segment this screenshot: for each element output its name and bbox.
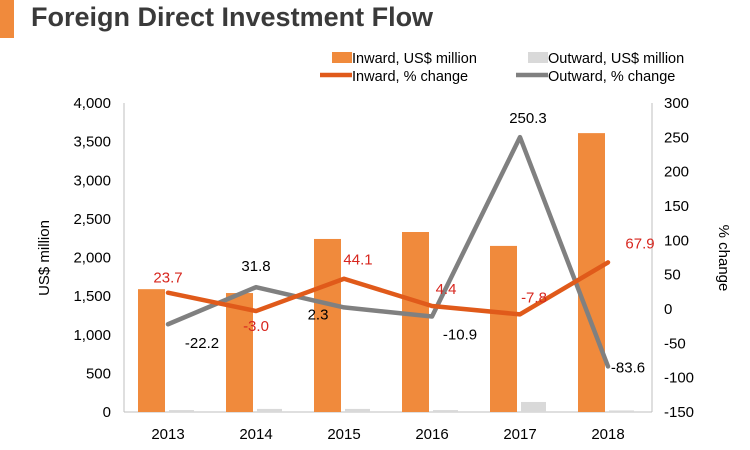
label-inward-change: 44.1	[343, 252, 372, 269]
bar-outward	[169, 410, 194, 412]
bar-inward	[314, 238, 341, 412]
y2-axis-label: % change	[715, 225, 732, 292]
y-tick-label: 2,500	[73, 211, 111, 228]
label-outward-change: 2.3	[308, 306, 329, 323]
label-outward-change: -22.2	[185, 335, 219, 352]
label-inward-change: 67.9	[625, 235, 654, 252]
y-axis-label: US$ million	[36, 220, 53, 296]
y2-tick-label: 250	[664, 129, 689, 146]
label-outward-change: -10.9	[443, 326, 477, 343]
x-tick-label: 2013	[151, 426, 184, 443]
y-tick-label: 2,000	[73, 250, 111, 267]
y2-tick-label: -50	[664, 335, 686, 352]
chart-title: Foreign Direct Investment Flow	[31, 2, 434, 32]
lines-layer	[165, 134, 611, 369]
label-inward-change: 23.7	[153, 270, 182, 287]
y-tick-label: 1,000	[73, 327, 111, 344]
tick-labels-layer: 4,0003,5003,0002,5002,0001,5001,00050003…	[73, 95, 694, 443]
y-tick-label: 1,500	[73, 288, 111, 305]
x-tick-label: 2014	[239, 426, 272, 443]
legend-item-inward-bar-label: Inward, US$ million	[352, 51, 477, 67]
line-outward-change	[165, 134, 611, 369]
bar-outward	[521, 401, 546, 412]
y2-tick-label: 0	[664, 301, 672, 318]
bar-outward	[609, 410, 634, 412]
y2-tick-label: 200	[664, 164, 689, 181]
bar-inward	[490, 245, 517, 412]
label-inward-change: 4.4	[436, 281, 457, 298]
line-inward-change	[165, 260, 611, 317]
x-tick-label: 2016	[415, 426, 448, 443]
y2-tick-label: -150	[664, 404, 694, 421]
legend-item-outward-bar-swatch	[528, 52, 548, 63]
legend-item-inward-line-label: Inward, % change	[352, 69, 468, 85]
bar-outward	[433, 410, 458, 412]
bar-outward	[345, 408, 370, 412]
y2-tick-label: 100	[664, 232, 689, 249]
bars-layer	[138, 133, 634, 412]
axes-layer	[123, 103, 653, 413]
label-inward-change: -3.0	[243, 318, 269, 335]
y2-tick-label: 150	[664, 198, 689, 215]
y-tick-label: 500	[86, 365, 111, 382]
label-outward-change: -83.6	[611, 359, 645, 376]
y-tick-label: 0	[103, 404, 111, 421]
y-tick-label: 4,000	[73, 95, 111, 112]
bar-inward	[226, 293, 253, 412]
data-labels-layer: 23.7 -3.0 44.1 4.4 -7.8 67.9 -22.2 31.8 2.3 -10.9…	[153, 110, 654, 376]
bar-outward	[257, 408, 282, 412]
x-tick-label: 2015	[327, 426, 360, 443]
y2-tick-label: 300	[664, 95, 689, 112]
y-tick-label: 3,500	[73, 134, 111, 151]
title-accent-bar	[0, 0, 14, 38]
legend-item-inward-bar-swatch	[332, 52, 352, 63]
x-tick-label: 2018	[591, 426, 624, 443]
y-tick-label: 3,000	[73, 172, 111, 189]
label-outward-change: 31.8	[241, 258, 270, 275]
legend-item-outward-line-label: Outward, % change	[548, 69, 675, 85]
x-tick-label: 2017	[503, 426, 536, 443]
label-outward-change: 250.3	[509, 110, 547, 127]
bar-inward	[402, 232, 429, 412]
y2-tick-label: -100	[664, 370, 694, 387]
bar-inward	[138, 289, 165, 412]
label-inward-change: -7.8	[521, 289, 547, 306]
y2-tick-label: 50	[664, 267, 681, 284]
legend: Inward, US$ million Outward, US$ million I…	[320, 51, 684, 85]
legend-item-outward-bar-label: Outward, US$ million	[548, 51, 684, 67]
